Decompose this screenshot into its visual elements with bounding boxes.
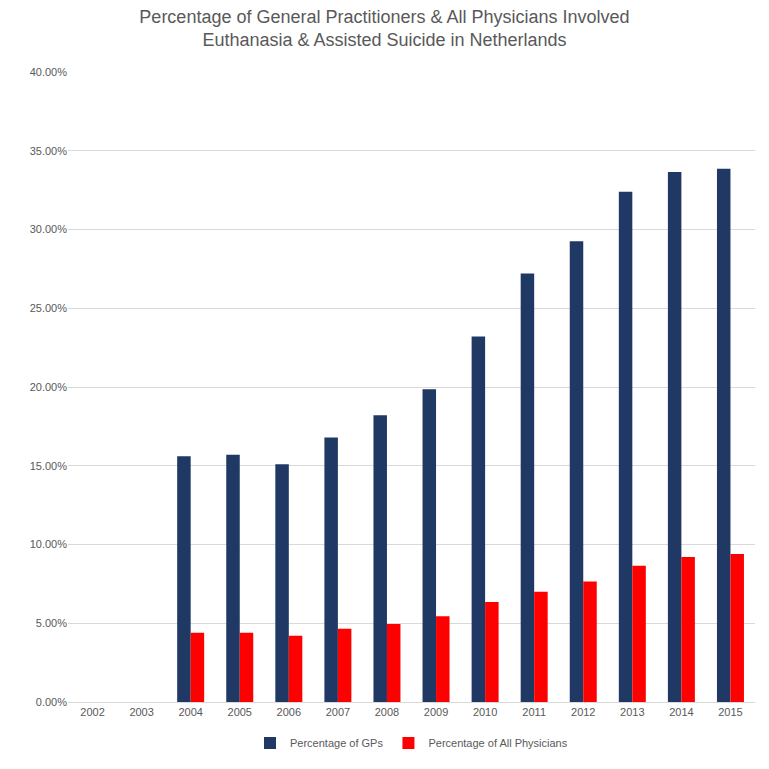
svg-text:2002: 2002 xyxy=(80,706,104,718)
svg-text:Percentage of General Practiti: Percentage of General Practitioners & Al… xyxy=(139,7,629,50)
svg-text:40.00%: 40.00% xyxy=(30,66,68,78)
svg-text:2015: 2015 xyxy=(718,706,742,718)
svg-text:35.00%: 35.00% xyxy=(30,145,68,157)
svg-text:2003: 2003 xyxy=(129,706,153,718)
svg-text:2007: 2007 xyxy=(326,706,350,718)
svg-text:2008: 2008 xyxy=(375,706,399,718)
svg-text:30.00%: 30.00% xyxy=(30,223,68,235)
svg-text:2011: 2011 xyxy=(522,706,546,718)
svg-text:2014: 2014 xyxy=(669,706,693,718)
svg-text:25.00%: 25.00% xyxy=(30,302,68,314)
svg-text:2013: 2013 xyxy=(620,706,644,718)
svg-text:20.00%: 20.00% xyxy=(30,381,68,393)
svg-text:Percentage of GPs: Percentage of GPs xyxy=(290,737,383,749)
svg-text:2010: 2010 xyxy=(473,706,497,718)
svg-text:2004: 2004 xyxy=(178,706,202,718)
svg-text:2012: 2012 xyxy=(571,706,595,718)
svg-text:10.00%: 10.00% xyxy=(30,538,68,550)
svg-text:15.00%: 15.00% xyxy=(30,460,68,472)
svg-text:2009: 2009 xyxy=(424,706,448,718)
svg-text:Percentage of All Physicians: Percentage of All Physicians xyxy=(428,737,567,749)
svg-text:0.00%: 0.00% xyxy=(36,696,67,708)
svg-text:2005: 2005 xyxy=(228,706,252,718)
svg-text:5.00%: 5.00% xyxy=(36,617,67,629)
svg-text:2006: 2006 xyxy=(277,706,301,718)
